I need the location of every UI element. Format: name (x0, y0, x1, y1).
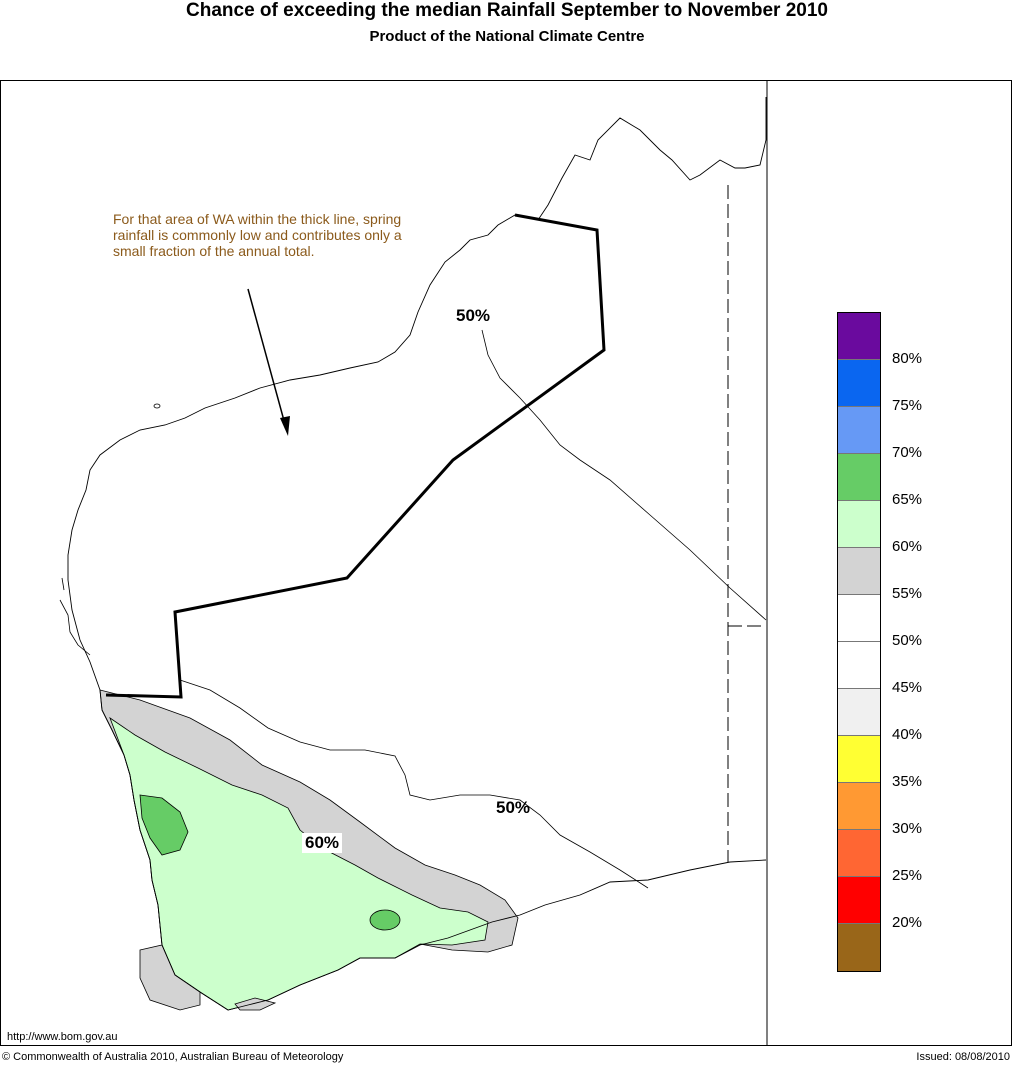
annotation-note: For that area of WA within the thick lin… (113, 211, 402, 259)
legend-tick-label: 80% (892, 350, 923, 367)
contour-label-50-north: 50% (456, 306, 491, 325)
legend-tick-label: 65% (892, 491, 923, 508)
contour-50-south (179, 679, 649, 889)
legend-swatch (838, 360, 880, 407)
annotation-arrow (247, 288, 287, 429)
legend-swatch (838, 830, 880, 877)
legend-tick-label: 40% (892, 726, 923, 743)
legend-swatch (838, 877, 880, 924)
footer-copyright: © Commonwealth of Australia 2010, Austra… (2, 1051, 344, 1063)
state-border (727, 185, 766, 862)
map-frame (0, 80, 1012, 1046)
contour-label-50-south: 50% (496, 798, 531, 817)
legend-tick-label: 60% (892, 538, 923, 555)
legend-tick-label: 55% (892, 585, 923, 602)
legend-swatch (838, 924, 880, 971)
legend-tick-label: 45% (892, 679, 923, 696)
color-legend (837, 312, 881, 972)
legend-swatch (838, 548, 880, 595)
annotation-arrowhead (280, 416, 290, 436)
legend-tick-label: 75% (892, 397, 923, 414)
legend-tick-label: 25% (892, 867, 923, 884)
low-rainfall-boundary (105, 213, 606, 699)
legend-swatch (838, 642, 880, 689)
footer-url: http://www.bom.gov.au (7, 1031, 118, 1043)
legend-tick-label: 70% (892, 444, 923, 461)
legend-swatch (838, 501, 880, 548)
map-title: Chance of exceeding the median Rainfall … (186, 0, 828, 21)
legend-swatch (838, 689, 880, 736)
legend-tick-label: 50% (892, 632, 923, 649)
legend-swatch (838, 736, 880, 783)
contour-label-60: 60% (302, 833, 343, 853)
legend-tick-label: 30% (892, 820, 923, 837)
zone-65-70-west (139, 794, 189, 856)
legend-swatch (838, 595, 880, 642)
footer-issued: Issued: 08/08/2010 (916, 1051, 1010, 1063)
legend-swatch (838, 407, 880, 454)
legend-swatch (838, 313, 880, 360)
legend-tick-label: 20% (892, 914, 923, 931)
zone-65-70-east (369, 909, 401, 931)
legend-swatch (838, 783, 880, 830)
map-subtitle: Product of the National Climate Centre (369, 28, 645, 45)
coastline (67, 97, 767, 1011)
contour-50-north (481, 329, 767, 621)
legend-swatch (838, 454, 880, 501)
legend-tick-label: 35% (892, 773, 923, 790)
